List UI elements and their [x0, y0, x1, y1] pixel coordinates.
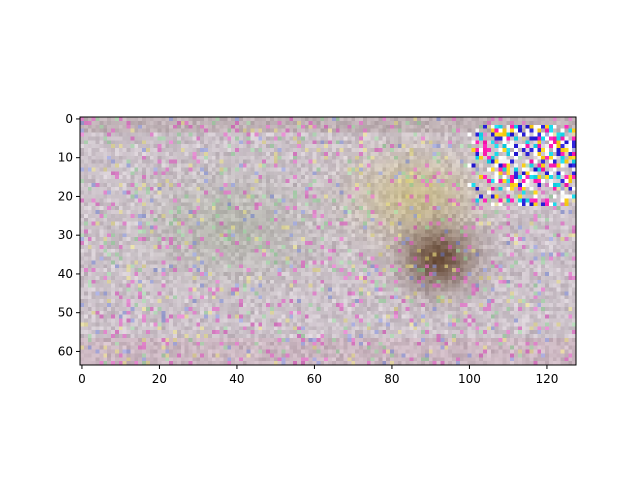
axes-frame	[79, 116, 577, 366]
plot-area	[79, 116, 577, 366]
y-tick-label: 30	[58, 228, 73, 242]
x-tick-label: 40	[229, 372, 244, 386]
heatmap-image	[80, 117, 576, 365]
x-axis: 0 20 40 60 80 100 120	[78, 365, 558, 386]
y-tick-label: 20	[58, 189, 73, 203]
x-tick-label: 60	[307, 372, 322, 386]
y-tick-label: 0	[65, 112, 73, 126]
y-tick-label: 60	[58, 344, 73, 358]
y-tick-label: 10	[58, 151, 73, 165]
x-tick-label: 100	[458, 372, 481, 386]
x-tick-label: 120	[535, 372, 558, 386]
y-axis: 0 10 20 30 40 50 60	[58, 112, 80, 358]
x-tick-label: 20	[152, 372, 167, 386]
x-tick-label: 0	[78, 372, 86, 386]
y-tick-label: 50	[58, 306, 73, 320]
x-tick-label: 80	[384, 372, 399, 386]
y-tick-label: 40	[58, 267, 73, 281]
